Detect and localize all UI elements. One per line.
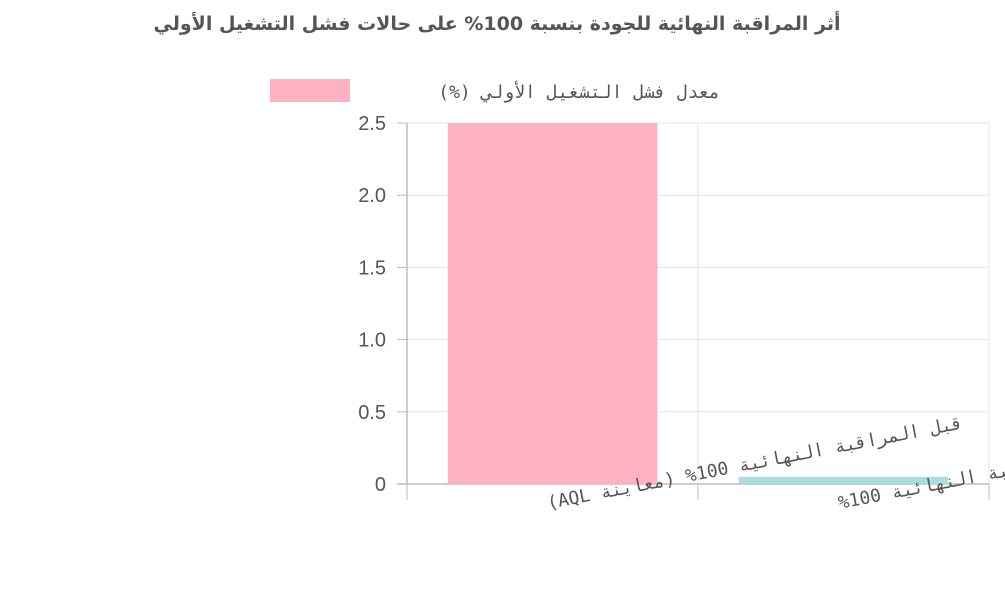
y-tick-label: 0	[375, 474, 386, 496]
legend-swatch[interactable]	[270, 79, 350, 102]
bar-2[interactable]	[738, 476, 949, 484]
bars	[447, 123, 949, 484]
y-tick-label: 2.0	[358, 185, 386, 207]
y-axis-ticks: 0 0.5 1.0 1.5 2.0 2.5	[358, 113, 386, 496]
y-tick-label: 1.0	[358, 330, 386, 352]
legend[interactable]: معدل فشل التشغيل الأولي (%)	[270, 79, 720, 103]
chart-title: أثر المراقبة النهائية للجودة بنسبة 100% …	[154, 11, 841, 35]
bar-1[interactable]	[447, 123, 658, 484]
y-tick-label: 1.5	[358, 257, 386, 279]
legend-label[interactable]: معدل فشل التشغيل الأولي (%)	[438, 81, 720, 103]
y-tick-label: 2.5	[358, 113, 386, 135]
y-tick-label: 0.5	[358, 402, 386, 424]
